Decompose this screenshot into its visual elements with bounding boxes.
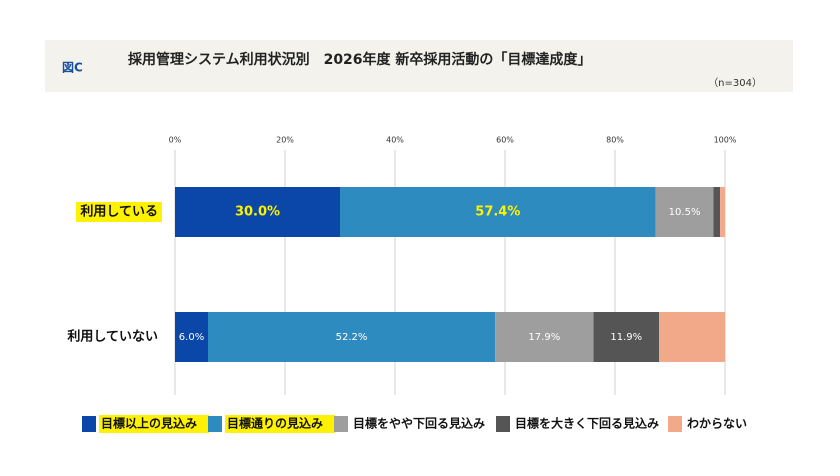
category-highlight [76, 202, 162, 222]
value-label: 30.0% [235, 205, 280, 220]
bar-segment [655, 187, 714, 237]
x-tick-label: 100% [714, 136, 737, 145]
bar-segment [659, 312, 725, 362]
x-tick-label: 40% [386, 136, 404, 145]
x-tick-label: 80% [606, 136, 624, 145]
bar-segment [175, 312, 208, 362]
category-label: 利用していない [67, 329, 158, 345]
bar-segment [208, 312, 496, 362]
header-band [45, 40, 793, 92]
category-label: 利用している [80, 204, 158, 220]
value-label: 10.5% [669, 207, 701, 218]
legend-label: 目標を大きく下回る見込み [515, 416, 659, 431]
legend-highlight [225, 415, 335, 433]
value-label: 11.9% [610, 332, 642, 343]
legend-swatch [208, 416, 222, 432]
legend-highlight [99, 415, 209, 433]
value-label: 57.4% [475, 205, 520, 220]
legend-swatch [668, 416, 682, 432]
figure-label: 図C [62, 61, 83, 75]
value-label: 6.0% [179, 332, 204, 343]
x-tick-label: 20% [276, 136, 294, 145]
legend-label: 目標をやや下回る見込み [353, 416, 485, 431]
x-tick-label: 0% [169, 136, 182, 145]
x-tick-label: 60% [496, 136, 514, 145]
value-label: 17.9% [528, 332, 560, 343]
legend-label: わからない [687, 417, 747, 431]
note: （n=304） [708, 77, 762, 89]
bar-segment [593, 312, 659, 362]
legend-swatch [496, 416, 510, 432]
bar-segment [340, 187, 656, 237]
bar-segment [713, 187, 721, 237]
bar-segment [495, 312, 594, 362]
bar-segment [175, 187, 340, 237]
legend-label: 目標通りの見込み [227, 416, 323, 431]
legend-label: 目標以上の見込み [101, 416, 197, 431]
legend-swatch [334, 416, 348, 432]
bar-segment [720, 187, 725, 237]
legend-swatch [82, 416, 96, 432]
chart-title: 採用管理システム利用状況別 2026年度 新卒採用活動の「目標達成度」 [128, 51, 591, 68]
value-label: 52.2% [336, 332, 368, 343]
